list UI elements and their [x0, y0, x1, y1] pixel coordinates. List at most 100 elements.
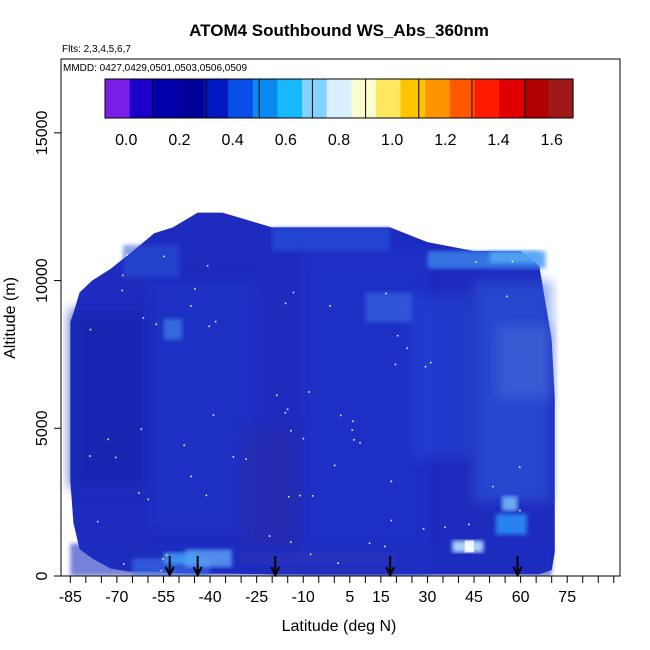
field-patch: [70, 310, 148, 488]
colorbar-tick-label: 0.4: [222, 132, 244, 149]
field-patch: [272, 565, 397, 576]
colorbar-tick-labels: 0.0 0.2 0.4 0.6 0.8 1.0 1.2 1.4 1.6: [115, 132, 563, 149]
data-field: [70, 212, 555, 576]
sample-dot: [511, 260, 514, 263]
colorbar-swatch: [129, 79, 155, 118]
x-tick-label: -25: [245, 589, 268, 606]
colorbar-swatch: [302, 79, 328, 118]
sample-dot: [155, 323, 158, 326]
field-patch: [495, 324, 552, 399]
colorbar: [104, 78, 574, 119]
sample-dot: [142, 317, 145, 319]
sample-dot: [302, 437, 305, 440]
x-tick-label: -70: [105, 589, 128, 606]
field-patch: [123, 245, 180, 278]
field-patch: [147, 280, 257, 532]
plot-frame: [60, 58, 621, 577]
sample-dot: [126, 254, 128, 256]
sample-dot: [208, 325, 211, 328]
colorbar-swatch: [178, 79, 205, 118]
sample-dot: [114, 456, 117, 459]
sample-dot: [394, 363, 397, 366]
sample-dot: [429, 361, 432, 364]
sample-dot: [299, 494, 301, 497]
x-axis: -85 -70 -55 -40 -25 -10 5 15 30 45 60 75: [59, 576, 615, 606]
arrow-head: [385, 566, 396, 578]
sample-dot: [308, 391, 310, 393]
y-tick-label: 5000: [34, 410, 51, 446]
colorbar-swatch: [425, 79, 451, 118]
sample-dot: [390, 519, 393, 522]
colorbar-swatch: [203, 79, 229, 118]
arrow-head: [192, 566, 203, 578]
sample-dot: [368, 542, 371, 545]
sample-dot: [268, 535, 271, 537]
sample-dot: [286, 408, 289, 411]
sample-dot: [329, 305, 331, 307]
sample-dot: [337, 562, 339, 565]
sample-dot: [140, 428, 143, 430]
flight-arrows: [164, 556, 523, 578]
colorbar-tick-label: 0.6: [275, 132, 297, 149]
sample-dot: [212, 414, 215, 416]
x-tick-label: 15: [372, 589, 390, 606]
sample-dot: [206, 264, 209, 267]
sample-dot: [385, 292, 387, 295]
sample-dot: [311, 495, 314, 497]
y-axis-label: Altitude (m): [2, 277, 19, 359]
field-patch: [501, 496, 518, 512]
field-patch: [365, 292, 412, 322]
arrow-head: [512, 566, 523, 578]
sample-dot: [352, 420, 354, 423]
y-tick-label: 0: [34, 571, 51, 580]
field-patch: [464, 540, 475, 553]
sample-dot: [396, 334, 399, 337]
colorbar-swatch: [400, 79, 426, 118]
sample-dot: [160, 569, 163, 572]
colorbar-tick-label: 1.6: [541, 132, 563, 149]
sample-dot: [163, 255, 165, 258]
sample-dot: [351, 429, 354, 431]
colorbar-tick-label: 0.8: [328, 132, 350, 149]
field-patch: [163, 318, 183, 340]
sample-dot: [122, 563, 125, 565]
sample-dot: [506, 295, 508, 298]
colorbar-swatch: [326, 79, 352, 118]
sample-dot: [287, 495, 290, 498]
x-tick-label: 60: [512, 589, 530, 606]
sample-dot: [492, 485, 494, 488]
colorbar-swatch: [474, 79, 500, 118]
sample-dot: [353, 439, 355, 441]
colorbar-tick-label: 1.4: [487, 132, 509, 149]
sample-dot: [190, 305, 192, 307]
colorbar-tick-label: 1.2: [434, 132, 456, 149]
colorbar-swatch: [375, 79, 402, 118]
sample-dot: [190, 475, 192, 478]
sample-dot: [194, 287, 196, 290]
sample-dot: [359, 441, 361, 444]
sample-dot: [518, 466, 521, 469]
sample-dot: [444, 526, 446, 529]
sample-dot: [89, 328, 92, 331]
sample-dot: [390, 480, 393, 483]
colorbar-tick-label: 0.0: [115, 132, 137, 149]
colorbar-swatch: [277, 79, 303, 118]
field-patch: [241, 552, 397, 565]
sample-dot: [121, 289, 124, 292]
colorbar-swatch: [548, 79, 574, 118]
sample-dot: [424, 365, 427, 368]
x-tick-label: -40: [199, 589, 222, 606]
colorbar-swatch: [523, 79, 549, 118]
sample-dot: [107, 438, 110, 441]
colorbar-swatch: [252, 79, 279, 118]
y-axis: 0 5000 10000 15000: [34, 111, 61, 580]
sample-dot: [165, 554, 168, 556]
arrow-head: [270, 566, 281, 578]
x-tick-label: -10: [292, 589, 315, 606]
sample-dot: [292, 291, 295, 294]
colorbar-swatch: [105, 79, 131, 118]
field-patch: [272, 227, 391, 252]
x-tick-label: -85: [59, 589, 82, 606]
sample-dot: [205, 494, 208, 497]
y-tick-label: 15000: [34, 111, 51, 156]
